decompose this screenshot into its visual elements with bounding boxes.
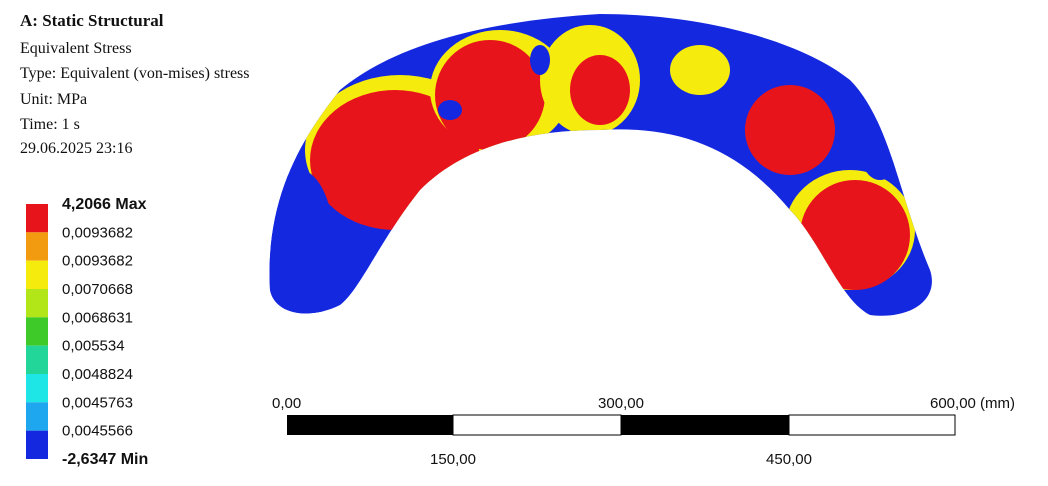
header-line: Unit: MPa xyxy=(20,91,87,108)
legend-band xyxy=(26,402,48,430)
header-line: Type: Equivalent (von-mises) stress xyxy=(20,65,250,82)
legend-label: 0,0045763 xyxy=(62,394,133,411)
legend-label: 0,0048824 xyxy=(62,366,133,383)
legend-band xyxy=(26,261,48,289)
header-title: A: Static Structural xyxy=(20,11,164,30)
header-line: Equivalent Stress xyxy=(20,40,132,57)
legend-label: -2,6347 Min xyxy=(62,451,148,468)
legend-label: 0,0045566 xyxy=(62,423,133,440)
scale-bar: 0,00 300,00 600,00 (mm) 150,00 450,00 xyxy=(272,395,1015,468)
legend-band xyxy=(26,232,48,260)
legend-band xyxy=(26,431,48,459)
scale-label: 600,00 (mm) xyxy=(930,395,1015,412)
header-line: 29.06.2025 23:16 xyxy=(20,140,132,157)
legend-label: 0,0093682 xyxy=(62,253,133,270)
legend-label: 4,2066 Max xyxy=(62,196,147,213)
viewport: A: Static Structural Equivalent Stress T… xyxy=(0,0,1048,486)
legend-band xyxy=(26,204,48,232)
model xyxy=(265,14,932,330)
header-line: Time: 1 s xyxy=(20,116,80,133)
legend-band xyxy=(26,289,48,317)
legend-band xyxy=(26,374,48,402)
scale-label: 0,00 xyxy=(272,395,301,412)
legend-label: 0,005534 xyxy=(62,338,125,355)
legend-label: 0,0093682 xyxy=(62,224,133,241)
legend-band xyxy=(26,346,48,374)
scale-label: 450,00 xyxy=(766,451,812,468)
scale-label: 150,00 xyxy=(430,451,476,468)
legend-band xyxy=(26,317,48,345)
scale-label: 300,00 xyxy=(598,395,644,412)
legend-label: 0,0068631 xyxy=(62,309,133,326)
legend: 4,2066 Max 0,0093682 0,0093682 0,0070668 0,0… xyxy=(26,196,148,468)
legend-label: 0,0070668 xyxy=(62,281,133,298)
